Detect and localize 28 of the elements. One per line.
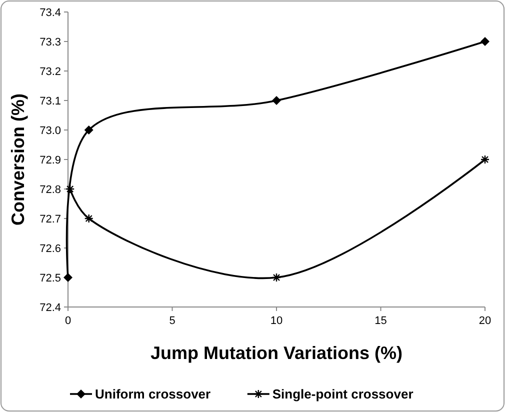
point bbox=[84, 214, 94, 224]
point bbox=[64, 273, 72, 282]
x-tick-label: 20 bbox=[478, 315, 492, 327]
point bbox=[272, 272, 282, 282]
y-tick-label: 72.5 bbox=[40, 272, 61, 284]
y-axis-title: Conversion (%) bbox=[8, 93, 28, 226]
x-tick-label: 15 bbox=[374, 315, 387, 327]
y-tick-label: 72.4 bbox=[40, 302, 61, 314]
point bbox=[272, 96, 281, 105]
y-tick-label: 73.2 bbox=[40, 66, 61, 78]
x-tick-label: 5 bbox=[169, 315, 176, 327]
y-tick-label: 73.4 bbox=[40, 6, 61, 19]
x-tick-label: 10 bbox=[270, 315, 283, 327]
point bbox=[65, 184, 75, 194]
y-tick-label: 73.0 bbox=[40, 124, 61, 137]
legend-label: Single-point crossover bbox=[272, 386, 414, 402]
y-tick-label: 72.6 bbox=[40, 242, 61, 255]
x-axis-title: Jump Mutation Variations (%) bbox=[150, 343, 403, 363]
y-tick-label: 72.8 bbox=[40, 184, 61, 196]
x-tick-label: 0 bbox=[64, 315, 72, 327]
y-tick-label: 72.7 bbox=[40, 213, 61, 226]
y-tick-label: 72.9 bbox=[40, 154, 61, 166]
legend-label: Uniform crossover bbox=[95, 386, 211, 402]
point bbox=[480, 154, 490, 164]
y-tick-label: 73.3 bbox=[40, 36, 61, 48]
y-tick-label: 73.1 bbox=[40, 95, 61, 108]
point bbox=[480, 37, 490, 46]
point bbox=[84, 126, 94, 134]
